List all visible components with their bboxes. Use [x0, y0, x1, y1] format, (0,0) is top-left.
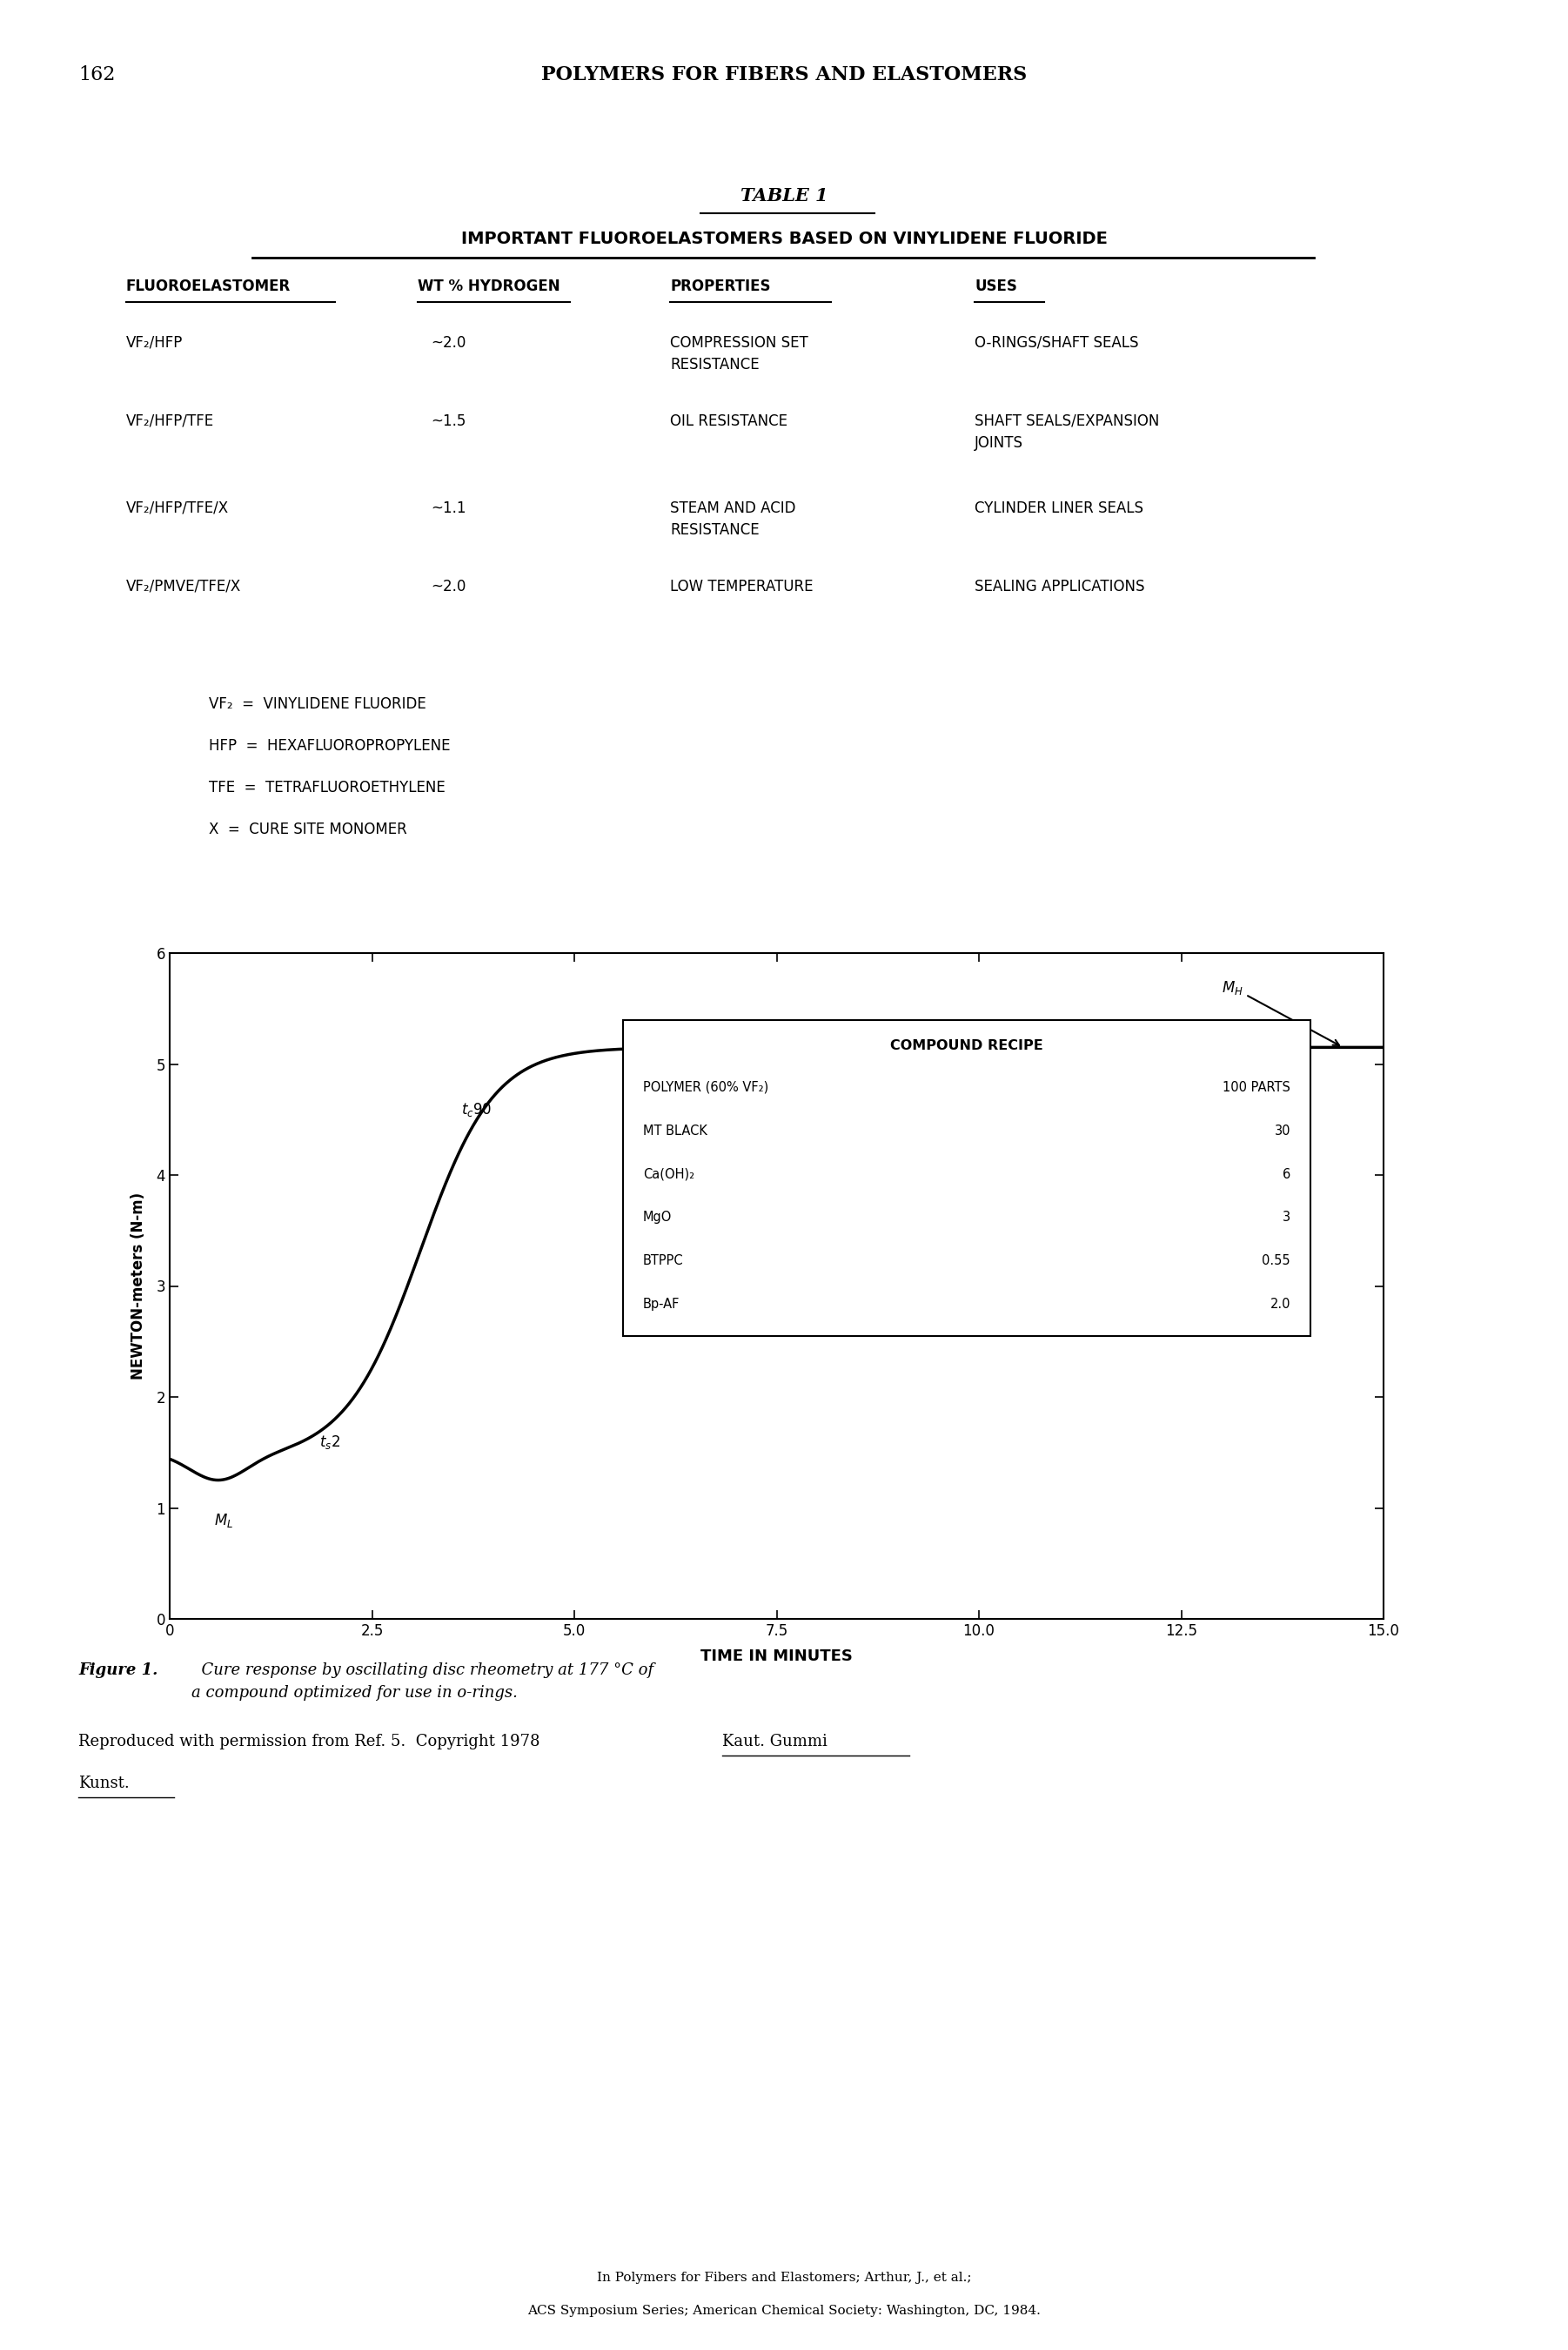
- Bar: [622, 1020, 1311, 1335]
- Text: STEAM AND ACID
RESISTANCE: STEAM AND ACID RESISTANCE: [670, 501, 795, 538]
- Text: $M_L$: $M_L$: [215, 1511, 234, 1530]
- Text: ~2.0: ~2.0: [431, 336, 466, 350]
- Text: COMPOUND RECIPE: COMPOUND RECIPE: [891, 1039, 1043, 1053]
- Text: VF₂/HFP: VF₂/HFP: [125, 336, 183, 350]
- Text: Reproduced with permission from Ref. 5.  Copyright 1978: Reproduced with permission from Ref. 5. …: [78, 1734, 546, 1748]
- Text: ~1.1: ~1.1: [431, 501, 466, 517]
- Text: Ca(OH)₂: Ca(OH)₂: [643, 1168, 695, 1180]
- Text: 6: 6: [1283, 1168, 1290, 1180]
- Text: MgO: MgO: [643, 1210, 673, 1224]
- Text: In Polymers for Fibers and Elastomers; Arthur, J., et al.;: In Polymers for Fibers and Elastomers; A…: [597, 2272, 971, 2284]
- Text: COMPRESSION SET
RESISTANCE: COMPRESSION SET RESISTANCE: [670, 336, 808, 374]
- Text: MT BLACK: MT BLACK: [643, 1123, 707, 1137]
- Text: IMPORTANT FLUOROELASTOMERS BASED ON VINYLIDENE FLUORIDE: IMPORTANT FLUOROELASTOMERS BASED ON VINY…: [461, 230, 1107, 247]
- Text: 162: 162: [78, 66, 114, 85]
- Text: BTPPC: BTPPC: [643, 1255, 684, 1267]
- Text: WT % HYDROGEN: WT % HYDROGEN: [417, 280, 560, 294]
- Text: 2.0: 2.0: [1270, 1297, 1290, 1311]
- Text: X  =  CURE SITE MONOMER: X = CURE SITE MONOMER: [209, 822, 408, 837]
- Y-axis label: NEWTON-meters (N-m): NEWTON-meters (N-m): [130, 1191, 146, 1379]
- Text: POLYMER (60% VF₂): POLYMER (60% VF₂): [643, 1081, 768, 1093]
- Text: TABLE 1: TABLE 1: [740, 188, 828, 204]
- Text: SEALING APPLICATIONS: SEALING APPLICATIONS: [975, 578, 1145, 595]
- Text: VF₂/HFP/TFE/X: VF₂/HFP/TFE/X: [125, 501, 229, 517]
- Text: HFP  =  HEXAFLUOROPROPYLENE: HFP = HEXAFLUOROPROPYLENE: [209, 738, 450, 754]
- Text: 0.55: 0.55: [1262, 1255, 1290, 1267]
- Text: OIL RESISTANCE: OIL RESISTANCE: [670, 414, 787, 430]
- Text: CYLINDER LINER SEALS: CYLINDER LINER SEALS: [975, 501, 1143, 517]
- Text: ~2.0: ~2.0: [431, 578, 466, 595]
- Text: SHAFT SEALS/EXPANSION
JOINTS: SHAFT SEALS/EXPANSION JOINTS: [975, 414, 1159, 451]
- Text: TFE  =  TETRAFLUOROETHYLENE: TFE = TETRAFLUOROETHYLENE: [209, 780, 445, 797]
- X-axis label: TIME IN MINUTES: TIME IN MINUTES: [701, 1647, 853, 1664]
- Text: VF₂  =  VINYLIDENE FLUORIDE: VF₂ = VINYLIDENE FLUORIDE: [209, 696, 426, 712]
- Text: ACS Symposium Series; American Chemical Society: Washington, DC, 1984.: ACS Symposium Series; American Chemical …: [527, 2305, 1041, 2317]
- Text: ~1.5: ~1.5: [431, 414, 466, 430]
- Text: Kaut. Gummi: Kaut. Gummi: [723, 1734, 828, 1748]
- Text: Cure response by oscillating disc rheometry at 177 °C of
a compound optimized fo: Cure response by oscillating disc rheome…: [191, 1661, 654, 1701]
- Text: 30: 30: [1275, 1123, 1290, 1137]
- Text: PROPERTIES: PROPERTIES: [670, 280, 770, 294]
- Text: $M_H$: $M_H$: [1221, 980, 1339, 1046]
- Text: VF₂/PMVE/TFE/X: VF₂/PMVE/TFE/X: [125, 578, 241, 595]
- Text: FLUOROELASTOMER: FLUOROELASTOMER: [125, 280, 290, 294]
- Text: Kunst.: Kunst.: [78, 1777, 130, 1791]
- Text: Figure 1.: Figure 1.: [78, 1661, 158, 1678]
- Text: LOW TEMPERATURE: LOW TEMPERATURE: [670, 578, 814, 595]
- Text: VF₂/HFP/TFE: VF₂/HFP/TFE: [125, 414, 215, 430]
- Text: POLYMERS FOR FIBERS AND ELASTOMERS: POLYMERS FOR FIBERS AND ELASTOMERS: [541, 66, 1027, 85]
- Text: $t_s$2: $t_s$2: [320, 1434, 340, 1452]
- Text: Bp-AF: Bp-AF: [643, 1297, 681, 1311]
- Text: USES: USES: [975, 280, 1018, 294]
- Text: 100 PARTS: 100 PARTS: [1223, 1081, 1290, 1093]
- Text: 3: 3: [1283, 1210, 1290, 1224]
- Text: O-RINGS/SHAFT SEALS: O-RINGS/SHAFT SEALS: [975, 336, 1138, 350]
- Text: $t_c$90: $t_c$90: [461, 1100, 492, 1119]
